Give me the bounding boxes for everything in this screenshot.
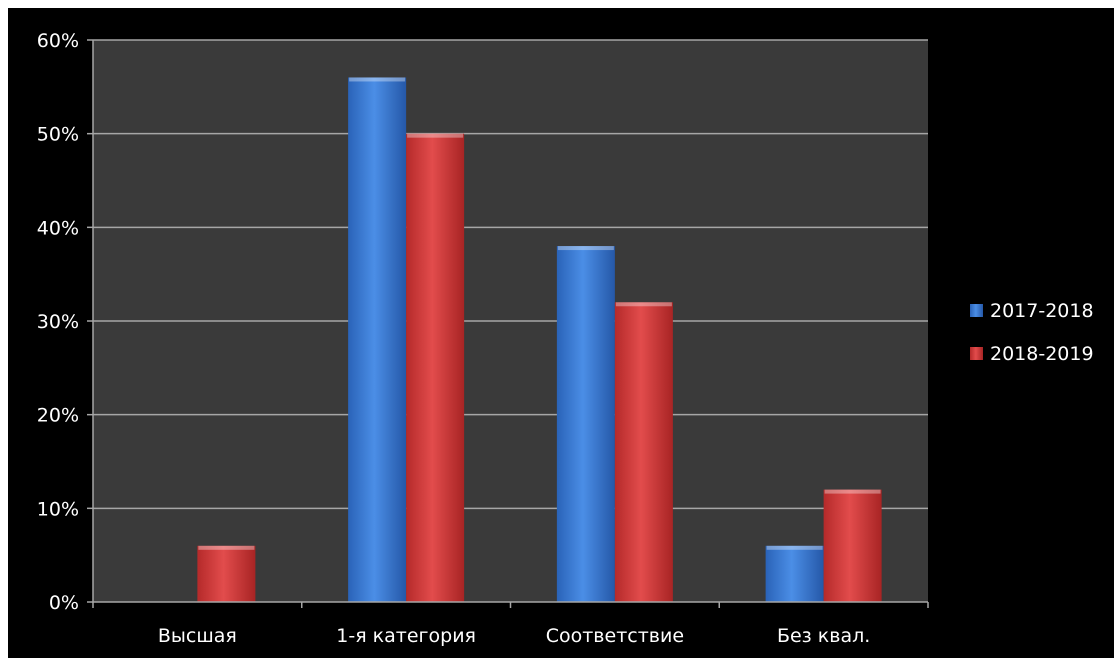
bar-2018-2019-1-я категория: [406, 133, 465, 602]
x-tick-label: Без квал.: [777, 625, 870, 647]
y-tick-label: 30%: [37, 311, 79, 333]
y-tick-labels: 0% 10% 20% 30% 40% 50% 60%: [37, 30, 79, 614]
y-tick-label: 0%: [49, 592, 79, 614]
y-tick-label: 10%: [37, 498, 79, 520]
axes: [87, 39, 929, 608]
legend-swatch: [970, 304, 983, 317]
bar-bevel: [557, 246, 614, 251]
bar-bevel: [407, 133, 464, 138]
y-tick-label: 60%: [37, 30, 79, 52]
chart-frame: 0% 10% 20% 30% 40% 50% 60% Высшая 1-я категория…: [8, 8, 1114, 658]
x-tick-label: 1-я категория: [336, 625, 476, 647]
legend-label: 2018-2019: [990, 343, 1094, 365]
bar-2017-2018-Соответствие: [556, 246, 615, 603]
gridlines: [93, 39, 928, 510]
bar-2018-2019-Соответствие: [614, 302, 673, 602]
legend-label: 2017-2018: [990, 300, 1094, 322]
bar-bevel: [349, 77, 406, 82]
bar-2017-2018-1-я категория: [348, 77, 407, 602]
bar-bevel: [824, 489, 881, 494]
y-tick-label: 40%: [37, 217, 79, 239]
bar-2018-2019-Высшая: [197, 545, 256, 602]
y-tick-label: 50%: [37, 124, 79, 146]
x-tick-label: Высшая: [158, 625, 237, 647]
bars: [197, 77, 882, 603]
y-tick-label: 20%: [37, 405, 79, 427]
bar-bevel: [198, 545, 255, 550]
legend-swatch: [970, 347, 983, 360]
bar-chart: 0% 10% 20% 30% 40% 50% 60% Высшая 1-я категория…: [37, 30, 1094, 647]
bar-bevel: [766, 545, 823, 550]
bar-bevel: [615, 302, 672, 307]
x-tick-labels: Высшая 1-я категория Соответствие Без квал.: [158, 625, 870, 647]
x-tick-label: Соответствие: [546, 625, 684, 647]
bar-2017-2018-Без квал.: [765, 545, 824, 602]
legend: 2017-2018 2018-2019: [970, 300, 1094, 365]
bar-2018-2019-Без квал.: [823, 489, 882, 602]
